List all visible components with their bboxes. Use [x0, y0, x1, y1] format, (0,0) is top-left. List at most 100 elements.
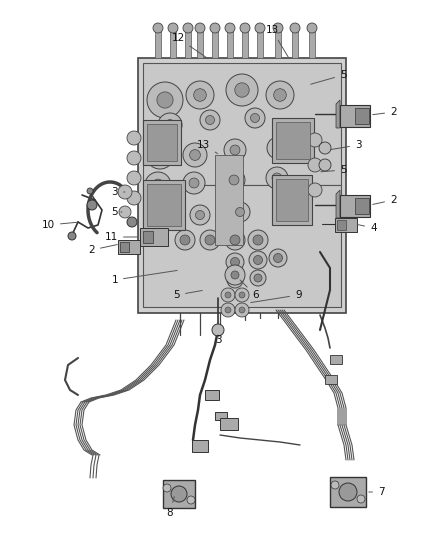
Bar — [227, 30, 233, 58]
Text: 7: 7 — [369, 487, 385, 497]
Circle shape — [68, 232, 76, 240]
Bar — [325, 375, 337, 384]
Circle shape — [127, 191, 141, 205]
Circle shape — [127, 131, 141, 145]
Circle shape — [231, 276, 239, 284]
Bar — [170, 30, 176, 58]
Bar — [163, 480, 195, 508]
Circle shape — [307, 23, 317, 33]
Bar — [155, 30, 161, 58]
Circle shape — [239, 307, 245, 313]
Text: 3: 3 — [111, 187, 125, 197]
Circle shape — [290, 23, 300, 33]
Circle shape — [127, 217, 137, 227]
Bar — [272, 175, 312, 225]
Circle shape — [254, 274, 262, 282]
Circle shape — [269, 249, 287, 267]
Circle shape — [223, 169, 245, 191]
Circle shape — [227, 272, 243, 288]
Bar — [292, 30, 298, 58]
Circle shape — [273, 143, 283, 153]
Text: 4: 4 — [358, 223, 377, 233]
Circle shape — [266, 81, 294, 109]
Circle shape — [308, 158, 322, 172]
Circle shape — [158, 113, 182, 137]
Circle shape — [183, 172, 205, 194]
Circle shape — [87, 188, 93, 194]
Circle shape — [235, 83, 249, 97]
Bar — [143, 185, 341, 307]
Circle shape — [230, 145, 240, 155]
Circle shape — [210, 23, 220, 33]
Text: 13: 13 — [197, 140, 218, 154]
Circle shape — [163, 484, 171, 492]
Circle shape — [319, 142, 331, 154]
Text: 5: 5 — [321, 165, 346, 175]
Circle shape — [225, 230, 245, 250]
Bar — [185, 30, 191, 58]
Circle shape — [273, 254, 283, 262]
Circle shape — [331, 481, 339, 489]
Text: 5: 5 — [311, 70, 346, 84]
Circle shape — [226, 74, 258, 106]
Text: 10: 10 — [42, 220, 77, 230]
Bar — [120, 242, 129, 252]
Circle shape — [230, 202, 250, 222]
Bar — [330, 477, 366, 507]
Circle shape — [231, 271, 239, 279]
Circle shape — [212, 324, 224, 336]
Bar — [330, 355, 342, 364]
Circle shape — [235, 288, 249, 302]
Circle shape — [225, 307, 231, 313]
Bar — [143, 231, 153, 243]
Circle shape — [147, 82, 183, 118]
Circle shape — [87, 200, 97, 210]
Bar — [242, 30, 248, 58]
Polygon shape — [336, 190, 340, 218]
Bar — [143, 180, 185, 230]
Bar — [192, 440, 208, 452]
Circle shape — [230, 235, 240, 245]
Circle shape — [267, 137, 289, 159]
Bar — [215, 412, 227, 420]
Circle shape — [200, 230, 220, 250]
Circle shape — [154, 149, 166, 161]
Circle shape — [357, 495, 365, 503]
Circle shape — [272, 173, 282, 183]
Bar — [205, 390, 219, 400]
Text: 5: 5 — [111, 207, 122, 217]
Text: 1: 1 — [111, 270, 177, 285]
Circle shape — [230, 257, 240, 266]
Circle shape — [254, 255, 262, 264]
Bar — [140, 228, 168, 246]
Text: 2: 2 — [373, 107, 397, 117]
Bar — [355, 198, 369, 214]
Circle shape — [186, 81, 214, 109]
Bar — [143, 63, 341, 185]
Circle shape — [308, 183, 322, 197]
Circle shape — [339, 483, 357, 501]
Circle shape — [190, 205, 210, 225]
Circle shape — [248, 230, 268, 250]
Circle shape — [225, 265, 245, 285]
Circle shape — [226, 253, 244, 271]
Circle shape — [127, 171, 141, 185]
Bar — [340, 195, 370, 217]
Bar — [215, 155, 243, 245]
Bar — [147, 124, 177, 161]
Text: 11: 11 — [105, 232, 137, 242]
Circle shape — [183, 23, 193, 33]
Circle shape — [250, 270, 266, 286]
Circle shape — [194, 88, 206, 101]
Circle shape — [195, 23, 205, 33]
Text: 6: 6 — [240, 280, 258, 300]
Circle shape — [153, 23, 163, 33]
Circle shape — [255, 23, 265, 33]
Circle shape — [175, 230, 195, 250]
Circle shape — [187, 496, 195, 504]
Circle shape — [266, 167, 288, 189]
Circle shape — [205, 235, 215, 245]
Bar — [272, 118, 314, 163]
Bar — [212, 30, 218, 58]
Polygon shape — [336, 100, 340, 128]
